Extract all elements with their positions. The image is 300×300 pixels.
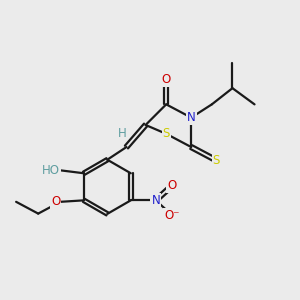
- Text: O: O: [162, 73, 171, 86]
- Text: HO: HO: [42, 164, 60, 177]
- Text: H: H: [118, 127, 126, 140]
- Text: S: S: [213, 154, 220, 167]
- Text: N: N: [152, 194, 160, 207]
- Text: N: N: [187, 111, 196, 124]
- Text: S: S: [163, 127, 170, 140]
- Text: O: O: [167, 179, 177, 192]
- Text: O: O: [51, 195, 60, 208]
- Text: O⁻: O⁻: [164, 208, 180, 222]
